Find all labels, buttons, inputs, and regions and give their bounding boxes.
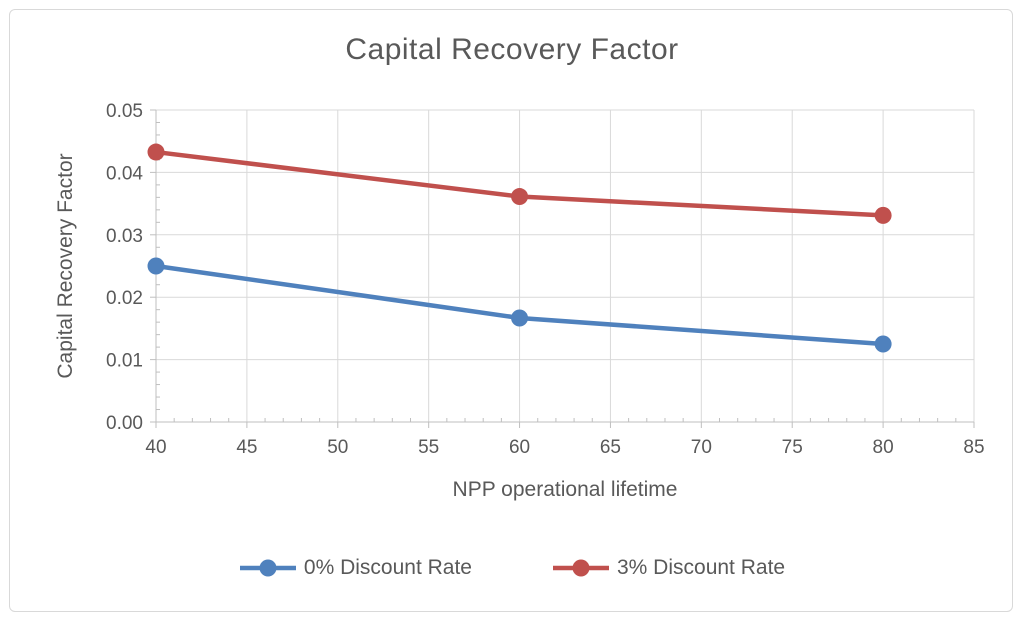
legend-swatch-line-marker-icon — [239, 559, 296, 577]
x-tick-label: 50 — [327, 437, 348, 458]
y-tick-label: 0.02 — [106, 288, 143, 309]
x-tick-label: 85 — [963, 437, 984, 458]
x-tick-label: 75 — [782, 437, 803, 458]
chart-title: Capital Recovery Factor — [345, 33, 679, 66]
legend-swatch-line-marker-icon — [553, 559, 609, 577]
x-tick-label: 60 — [509, 437, 530, 458]
legend: 0% Discount Rate 3% Discount Rate — [0, 556, 1024, 580]
data-point-marker — [874, 335, 892, 353]
axes — [150, 109, 975, 428]
tick-labels: 40 45 50 55 60 65 70 75 80 85 0.00 0.01 0.02 0.03 0.04… — [106, 101, 985, 458]
x-tick-label: 55 — [418, 437, 439, 458]
legend-label: 0% Discount Rate — [303, 556, 472, 579]
data-point-marker — [147, 257, 165, 275]
x-tick-label: 40 — [145, 437, 166, 458]
y-tick-label: 0.00 — [106, 413, 143, 434]
data-point-marker — [147, 143, 165, 161]
x-tick-label: 80 — [873, 437, 894, 458]
x-tick-label: 70 — [691, 437, 712, 458]
series-lines — [147, 143, 892, 353]
x-tick-label: 45 — [236, 437, 257, 458]
legend-entry: 0% Discount Rate — [239, 556, 472, 580]
gridlines — [156, 109, 975, 422]
y-tick-label: 0.01 — [106, 351, 143, 372]
legend-label: 3% Discount Rate — [617, 556, 786, 579]
x-tick-label: 65 — [600, 437, 621, 458]
data-point-marker — [874, 206, 892, 224]
y-axis-title: Capital Recovery Factor — [54, 153, 77, 379]
x-axis-title: NPP operational lifetime — [452, 478, 678, 501]
data-point-marker — [511, 309, 529, 327]
data-point-marker — [511, 188, 529, 206]
y-tick-label: 0.05 — [106, 101, 143, 122]
y-tick-label: 0.03 — [106, 226, 143, 247]
legend-entry: 3% Discount Rate — [552, 556, 785, 580]
y-tick-label: 0.04 — [106, 163, 143, 184]
